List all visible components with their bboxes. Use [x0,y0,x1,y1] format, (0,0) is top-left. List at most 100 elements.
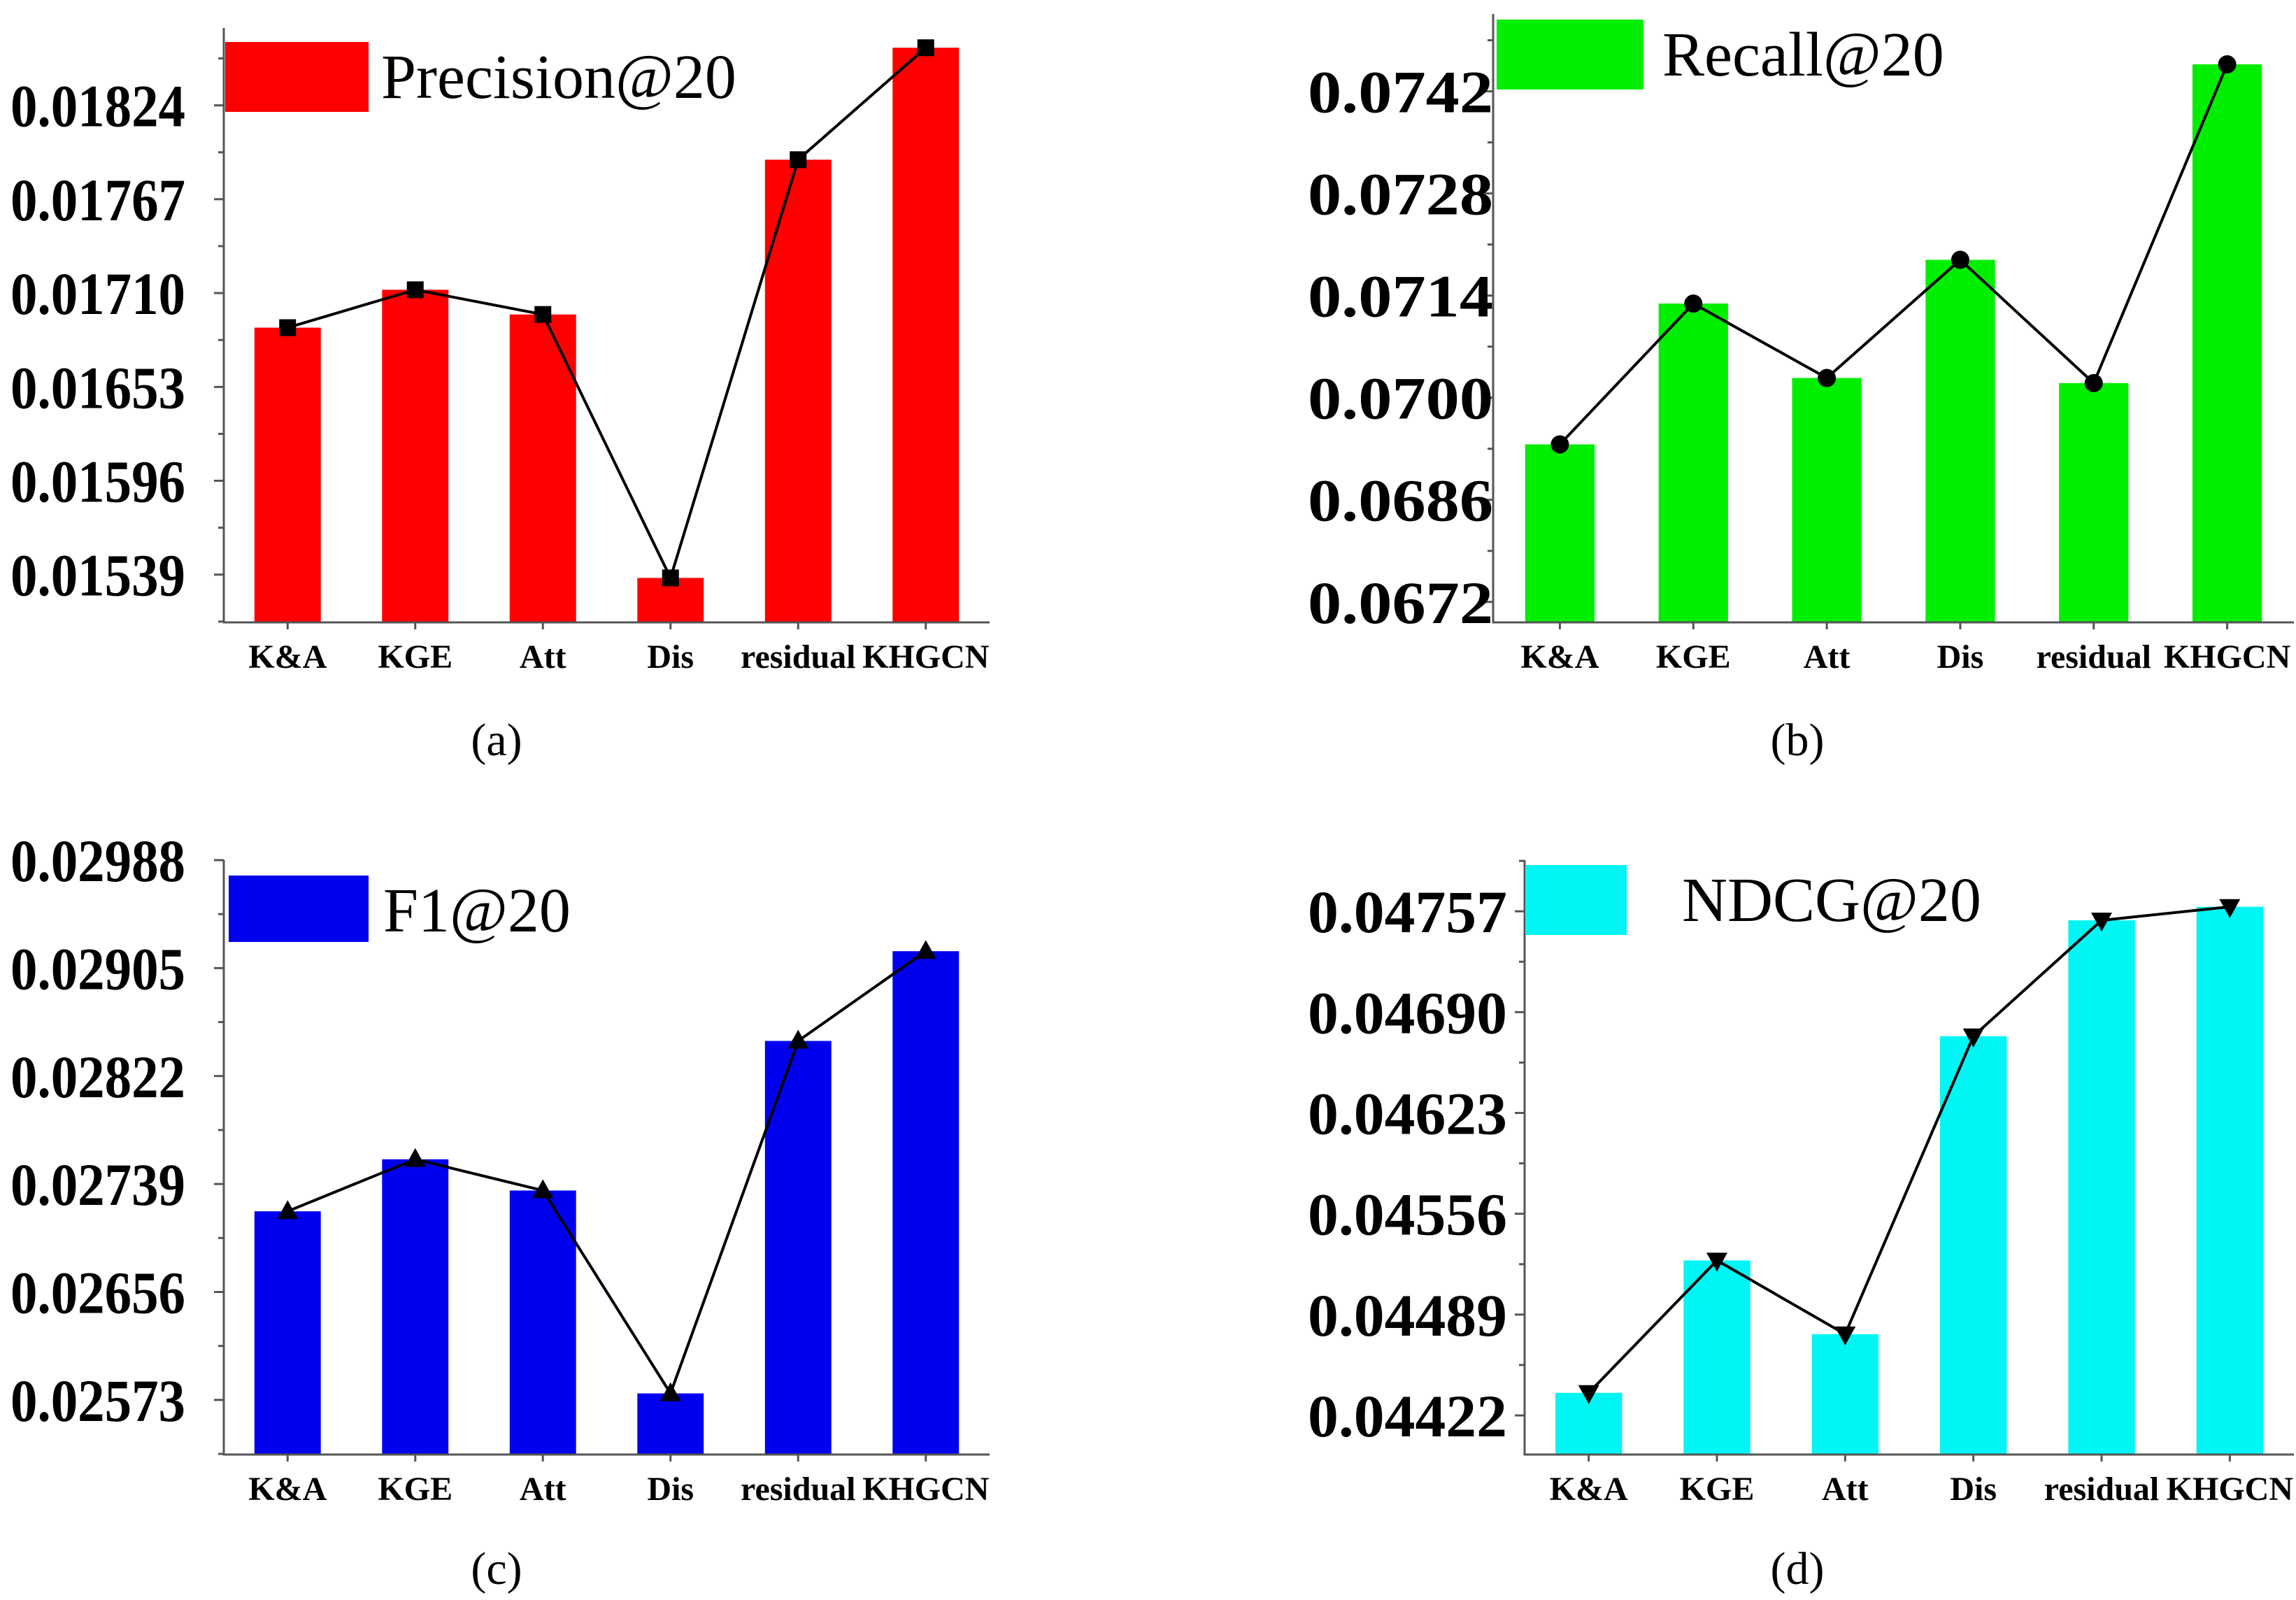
marker-Dis [659,1382,681,1401]
legend: Recall@20 [1497,20,1944,90]
legend-label: Recall@20 [1662,20,1944,90]
y-tick-label: 0.0700 [1308,365,1493,432]
marker-K&A [1550,435,1569,454]
marker-Att [532,1179,554,1199]
marker-KHGCN [915,940,936,959]
marker-KHGCN [2218,55,2237,73]
y-tick-label: 0.0742 [1308,59,1493,126]
bar-KGE [1683,1260,1750,1455]
x-tick-label: KGE [378,638,452,676]
x-tick-label: Att [520,638,566,676]
series-line [287,46,927,582]
y-tick-label: 0.01710 [10,260,185,327]
x-tick-label: Dis [647,638,694,676]
marker-Dis [1962,1028,1984,1048]
panel-caption: (b) [1771,715,1825,766]
bar-KHGCN [892,951,960,1455]
x-tick-label: KHGCN [862,638,990,676]
y-tick-label: 0.04623 [1308,1080,1507,1148]
legend-swatch [229,876,369,942]
legend-swatch [1525,865,1627,935]
x-tick-label: KGE [1680,1471,1755,1508]
marker-KGE [1706,1252,1727,1272]
x-tick-label: Att [1822,1471,1869,1508]
bar-Att [509,1190,576,1455]
x-tick-label: KGE [378,1471,452,1508]
x-tick-label: K&A [1520,638,1599,676]
bar-KGE [382,1159,449,1455]
marker-KHGCN [2219,899,2241,918]
bar-Att [1811,1334,1878,1455]
y-tick-label: 0.01653 [10,354,185,421]
x-tick-label: Dis [647,1471,694,1508]
marker-KGE [1684,294,1703,313]
axis-lines [1523,860,2294,1456]
bar-Att [1792,378,1862,622]
x-tick-label: residual [2037,638,2151,676]
legend-swatch [225,42,369,112]
legend: NDCG@20 [1525,865,1981,935]
bar-Att [509,314,576,622]
bar-KGE [1658,303,1728,622]
x-tick-label: KHGCN [2164,638,2291,676]
y-tick-label: 0.04757 [1308,878,1507,945]
y-tick-label: 0.0672 [1308,569,1493,636]
marker-Att [1834,1326,1856,1345]
bar-KHGCN [892,48,960,623]
x-tick-label: K&A [248,638,327,676]
legend-swatch [1497,20,1643,90]
bar-K&A [254,1211,321,1455]
axis-lines [222,28,990,624]
bar-residual [764,1041,832,1455]
y-tick-label: 0.02739 [10,1151,185,1218]
marker-residual [790,151,807,169]
marker-residual [787,1029,809,1049]
series-line [1588,905,2230,1394]
bar-residual [764,159,832,622]
panel-caption: (c) [471,1543,522,1594]
axis-lines [222,860,990,1456]
x-tick-label: residual [2044,1471,2159,1508]
panel-caption: (a) [471,715,522,766]
x-tick-label: residual [741,638,855,676]
y-tick-label: 0.02822 [10,1043,185,1110]
x-tick-label: K&A [1550,1471,1628,1508]
bar-Dis [637,1393,704,1455]
axis-lines [1492,14,2294,624]
legend-label: F1@20 [383,876,571,945]
marker-K&A [279,319,297,336]
marker-residual [2091,913,2112,932]
legend-label: Precision@20 [381,43,736,112]
chart-panel-b: 0.0672 0.0686 0.0700 0.0714 0.0728 0.0742 K&A K… [1308,14,2294,766]
bar-KGE [382,290,449,622]
series-line [1558,64,2229,445]
chart-panel-c: 0.02573 0.02656 0.02739 0.02822 0.02905 0.029… [10,827,990,1594]
chart-panel-d: 0.04422 0.04489 0.04556 0.04623 0.04690 0.047… [1308,859,2294,1594]
series-line [287,950,927,1397]
panel-caption: (d) [1771,1543,1825,1594]
y-tick-label: 0.01824 [10,73,185,140]
bar-Dis [1925,259,1995,622]
y-tick-label: 0.0728 [1308,161,1493,228]
y-tick-label: 0.0714 [1308,263,1493,330]
marker-Dis [1951,250,1969,269]
y-tick-label: 0.01596 [10,448,185,515]
bar-residual [2068,920,2135,1455]
y-tick-label: 0.02573 [10,1367,185,1434]
legend-label: NDCG@20 [1682,866,1981,935]
y-tick-label: 0.04422 [1308,1383,1507,1450]
x-tick-label: KHGCN [2167,1471,2294,1508]
marker-KGE [404,1148,426,1167]
marker-Att [1818,369,1837,387]
x-tick-label: Dis [1937,638,1984,676]
y-tick-label: 0.04556 [1308,1181,1507,1248]
x-tick-label: Att [520,1471,566,1508]
marker-K&A [1578,1385,1599,1404]
y-tick-label: 0.04489 [1308,1282,1507,1349]
marker-K&A [277,1200,299,1220]
y-tick-label: 0.02656 [10,1259,185,1327]
marker-residual [2084,373,2103,392]
x-tick-label: KHGCN [862,1471,990,1508]
bar-residual [2059,383,2129,622]
